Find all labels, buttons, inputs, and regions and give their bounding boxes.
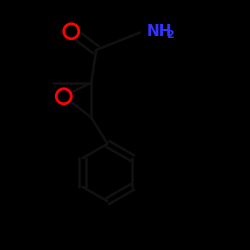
Text: 2: 2 [166,30,173,40]
Circle shape [56,89,71,104]
Circle shape [64,24,79,39]
Text: NH: NH [146,24,172,39]
